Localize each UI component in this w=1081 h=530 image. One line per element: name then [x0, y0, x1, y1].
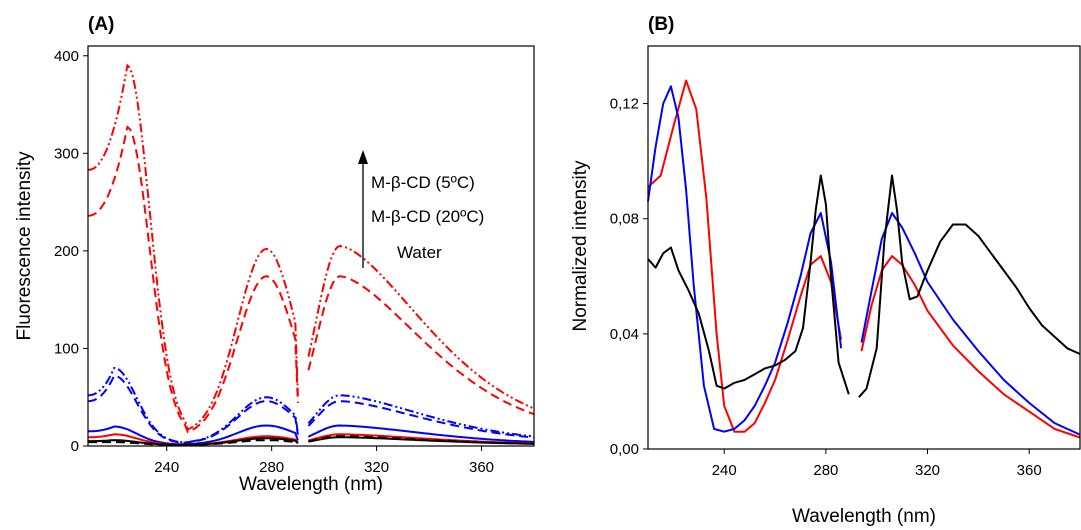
annotation-mbcd-5c: M-β-CD (5ºC): [371, 173, 475, 192]
increase-arrow-head: [358, 150, 368, 164]
panel-b-y-tick-label: 0,12: [610, 96, 639, 113]
panel-a-series-1-line: [307, 244, 535, 410]
annotation-water: Water: [397, 243, 442, 262]
panel-b-series-1-line: [647, 79, 1081, 439]
panel-a-y-tick-label: 400: [54, 48, 79, 65]
panel-a-x-tick-label: 320: [364, 459, 389, 476]
panel-a-series-8-line: [308, 435, 535, 445]
panel-a-y-tick-label: 200: [54, 243, 79, 260]
panel-a-series-group: [87, 63, 535, 446]
panel-b-series-2-line: [647, 85, 1081, 436]
panel-b-label: (B): [648, 14, 674, 35]
panel-a-ticks: 240 280 320 360 0 100 200 300 400: [54, 48, 494, 476]
panel-a-x-tick-label: 280: [259, 459, 284, 476]
panel-b-y-tick-label: 0,00: [610, 441, 639, 458]
panel-a-y-tick-label: 100: [54, 340, 79, 357]
panel-a-series-1-line: [87, 63, 299, 431]
panel-b-x-tick-label: 360: [1017, 462, 1042, 479]
panel-a-series-2-line: [87, 125, 299, 434]
panel-a-y-axis-label: Fluorescence intensity: [14, 151, 35, 341]
panel-a-series-4-line: [307, 400, 535, 439]
panel-b-x-axis-label: Wavelength (nm): [792, 506, 936, 527]
panel-a-x-tick-label: 240: [154, 459, 179, 476]
panel-b-y-axis-label: Normalized intensity: [570, 160, 591, 332]
annotation-mbcd-20c: M-β-CD (20ºC): [371, 207, 484, 226]
panel-a-series-3-line: [87, 366, 299, 444]
panel-a: (A) 240 280 320 360 0 100 200 300 400 Wavelength…: [14, 14, 535, 495]
panel-a-series-3-line: [307, 394, 535, 438]
panel-a-series-2-line: [307, 275, 535, 416]
panel-b-plot-area: [647, 45, 1081, 450]
panel-a-x-axis-label: Wavelength (nm): [239, 474, 383, 495]
panel-b-x-tick-label: 240: [712, 462, 737, 479]
panel-a-y-tick-label: 300: [54, 145, 79, 162]
panel-b-ticks: 240 280 320 360 0,00 0,04 0,08 0,12: [610, 96, 1042, 479]
panel-a-series-8-line: [88, 439, 299, 446]
panel-a-series-5-line: [307, 424, 535, 443]
panel-a-label: (A): [88, 14, 114, 35]
panel-b-y-tick-label: 0,04: [610, 326, 639, 343]
panel-a-x-tick-label: 360: [469, 459, 494, 476]
panel-b-series-group: [647, 79, 1081, 439]
panel-a-plot-area: [87, 45, 535, 447]
panel-a-series-4-line: [87, 374, 299, 444]
panel-b-x-tick-label: 320: [915, 462, 940, 479]
panel-b-series-3-line: [647, 174, 1081, 398]
panel-b-y-tick-label: 0,08: [610, 211, 639, 228]
panel-b-x-tick-label: 280: [813, 462, 838, 479]
panel-a-y-tick-label: 0: [71, 438, 79, 455]
panel-b: (B) 240 280 320 360 0,00 0,04 0,08 0,12 Wavelen…: [570, 14, 1081, 527]
